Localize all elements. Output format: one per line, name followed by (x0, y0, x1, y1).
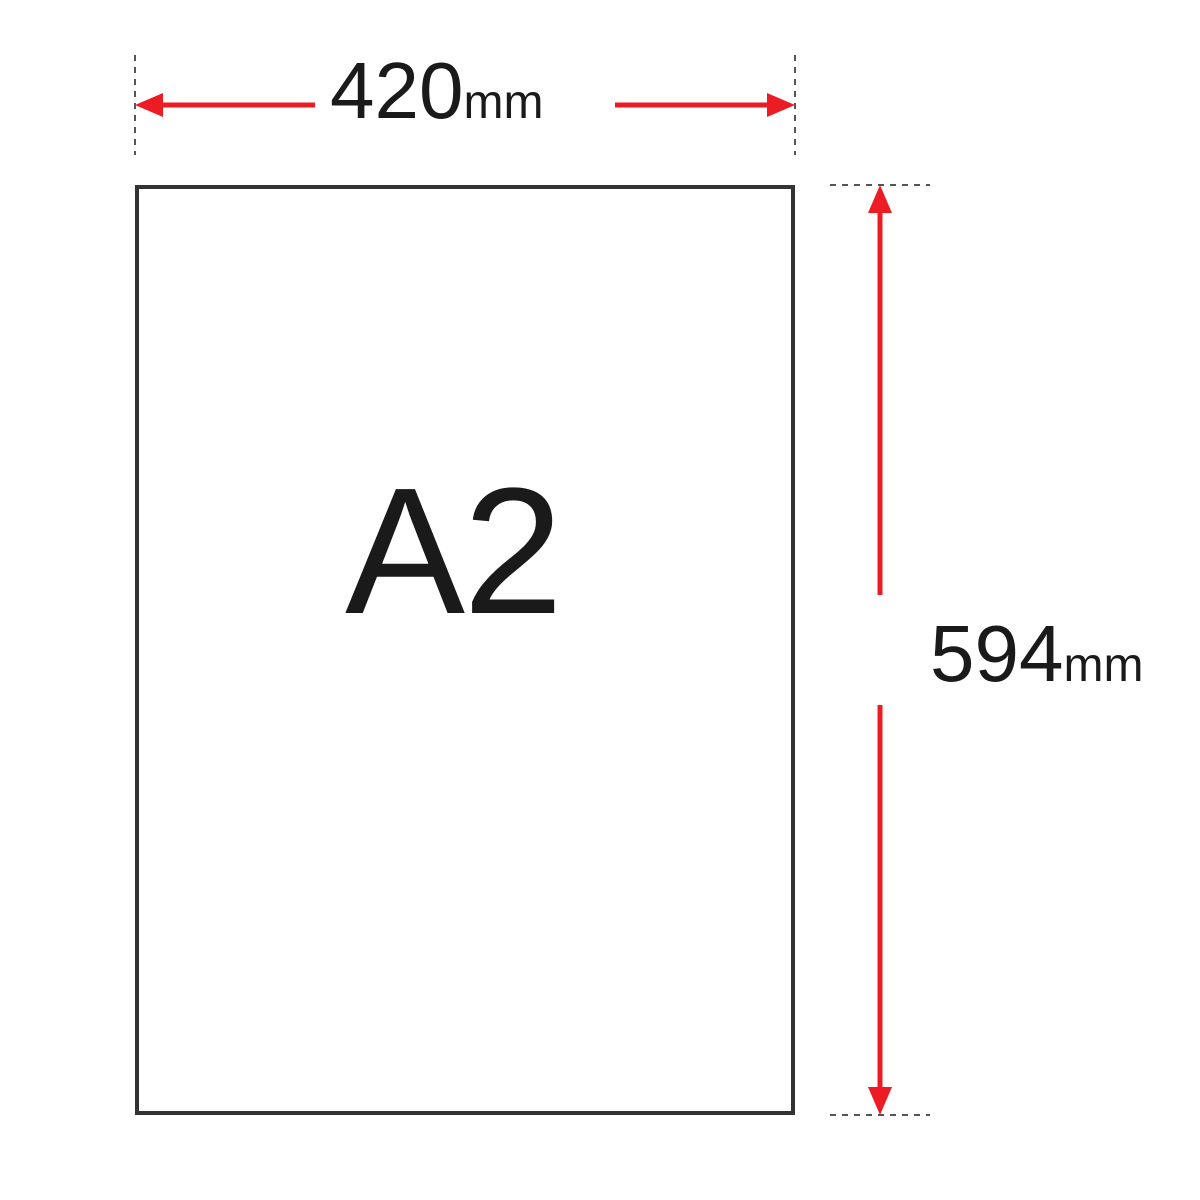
width-value: 420 (330, 46, 463, 135)
diagram-canvas: A2 420mm 594mm (0, 0, 1200, 1200)
height-unit: mm (1063, 639, 1143, 692)
height-dimension-label: 594mm (930, 608, 1143, 700)
height-value: 594 (930, 609, 1063, 698)
width-unit: mm (463, 76, 543, 129)
width-dimension-label: 420mm (330, 45, 543, 137)
paper-size-label: A2 (345, 448, 561, 655)
